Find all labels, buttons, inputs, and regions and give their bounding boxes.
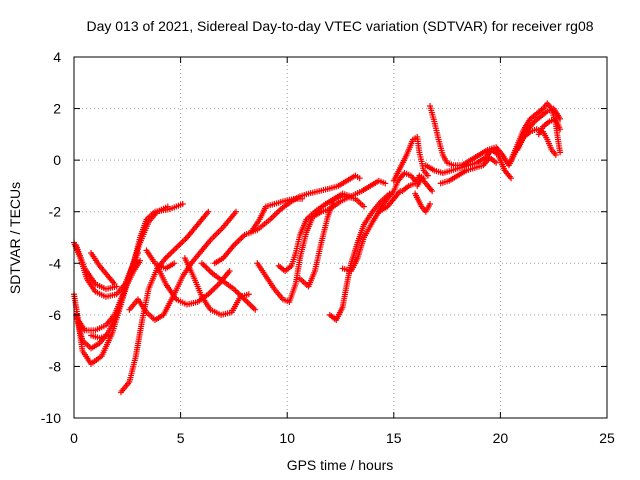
series-track-24	[412, 190, 434, 215]
data-point	[356, 175, 363, 182]
data-point	[105, 332, 112, 339]
data-point	[429, 188, 436, 195]
series-track-31	[514, 126, 559, 158]
data-point	[382, 180, 389, 187]
x-axis-label: GPS time / hours	[287, 457, 394, 473]
data-point	[493, 159, 500, 166]
x-tick-label: 0	[70, 430, 78, 446]
series-track-28	[437, 154, 500, 187]
x-tick-label: 15	[386, 430, 402, 446]
series-track-11	[143, 247, 178, 272]
data-point	[552, 151, 559, 158]
y-tick-label: -8	[49, 358, 62, 374]
data-point	[111, 280, 118, 287]
x-tick-label: 5	[177, 430, 185, 446]
data-point	[171, 260, 178, 267]
tick-layer: 0 5 10 15 20 25 -10 -8 -6 -4 -2 0 2 4	[41, 49, 615, 446]
data-layer	[71, 100, 564, 396]
data-point	[557, 149, 564, 156]
series-track-20	[339, 188, 404, 275]
series-track-06	[75, 249, 141, 367]
series-track-07	[88, 332, 112, 342]
series-track-21	[375, 170, 419, 215]
series-track-14	[211, 172, 363, 267]
series-track-18	[296, 190, 355, 290]
data-point	[427, 200, 434, 207]
chart-title: Day 013 of 2021, Sidereal Day-to-day VTE…	[86, 18, 593, 34]
series-track-12	[181, 255, 252, 318]
data-point	[226, 268, 233, 275]
y-axis-label: SDTVAR / TECUs	[7, 182, 23, 294]
series-track-25	[414, 175, 436, 195]
x-tick-label: 25	[599, 430, 615, 446]
data-point	[252, 306, 259, 313]
data-point	[179, 200, 186, 207]
y-tick-label: -6	[49, 307, 62, 323]
data-point	[233, 208, 240, 215]
plot-frame	[73, 56, 608, 419]
x-tick-label: 20	[493, 430, 509, 446]
y-tick-label: 4	[53, 49, 61, 65]
data-point	[299, 195, 306, 202]
data-point	[424, 172, 431, 179]
series-track-29	[508, 100, 564, 164]
y-tick-label: -2	[49, 204, 62, 220]
series-track-22	[390, 133, 431, 184]
data-point	[137, 257, 144, 264]
series-track-15	[247, 195, 306, 236]
data-point	[164, 203, 171, 210]
data-point	[557, 126, 564, 133]
data-point	[348, 193, 355, 200]
series-track-03	[88, 249, 118, 287]
x-tick-label: 10	[279, 430, 295, 446]
y-tick-label: -10	[41, 410, 61, 426]
series-track-13	[198, 260, 259, 313]
data-point	[205, 208, 212, 215]
data-point	[134, 249, 141, 256]
y-tick-label: -4	[49, 255, 62, 271]
series-track-08	[117, 208, 212, 396]
data-point	[360, 203, 367, 210]
data-point	[508, 175, 515, 182]
data-point	[245, 291, 252, 298]
y-tick-label: 0	[53, 152, 61, 168]
y-tick-label: 2	[53, 101, 61, 117]
series-track-09	[126, 208, 240, 324]
